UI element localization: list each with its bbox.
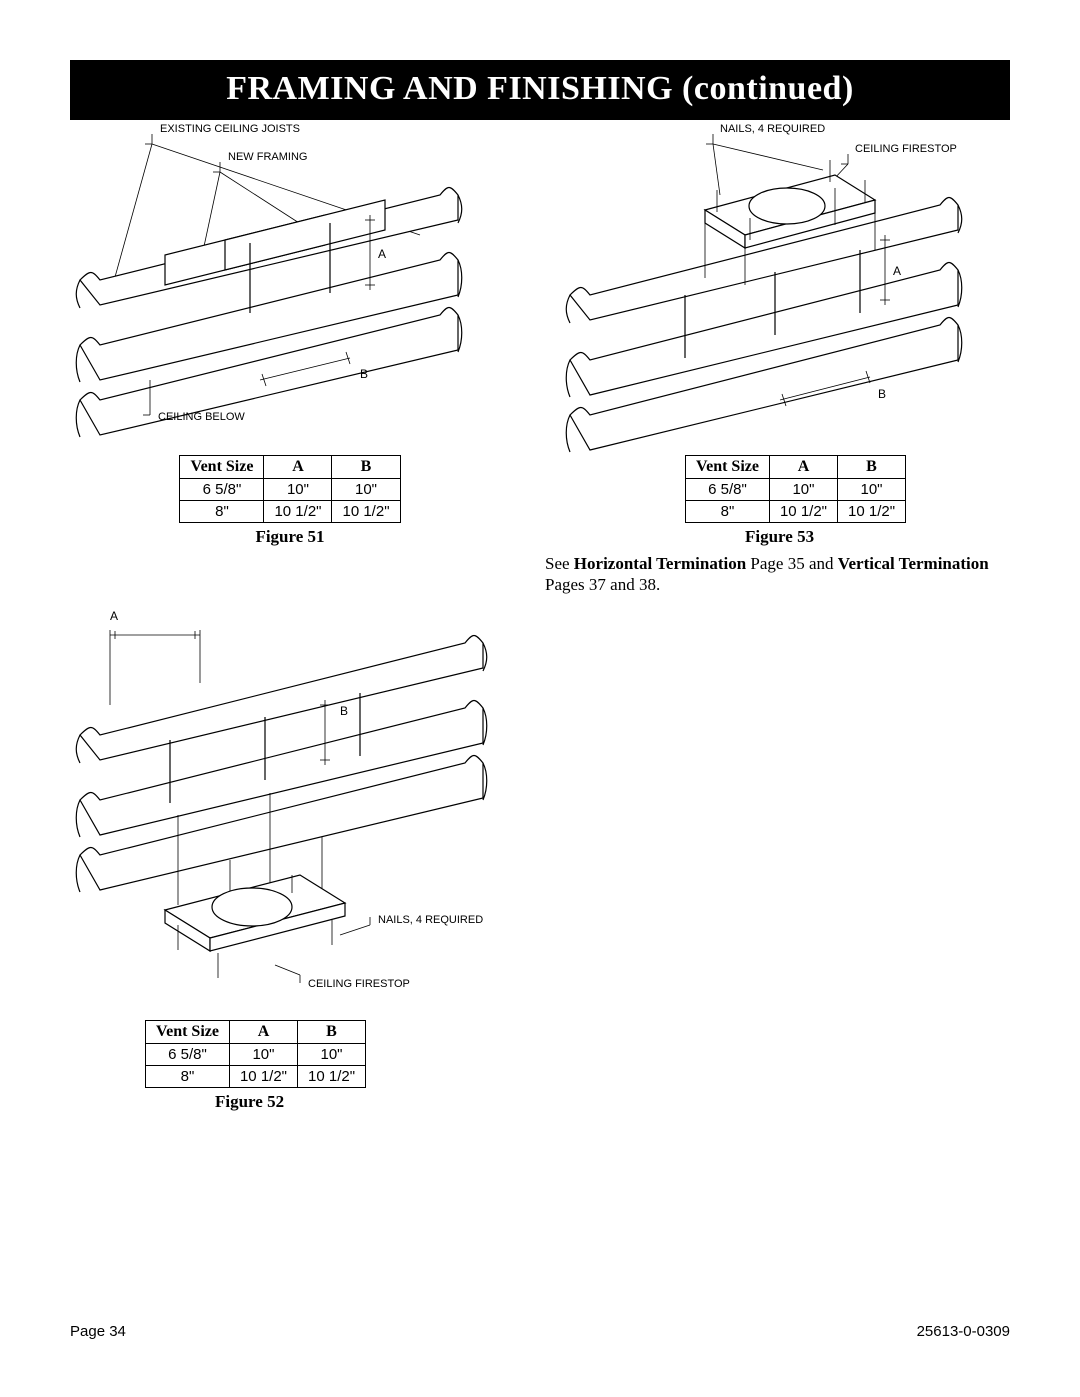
figure-51-caption: Figure 51 <box>70 527 510 547</box>
label-nails-53: NAILS, 4 REQUIRED <box>720 123 825 135</box>
vent-table-53: Vent Size A B 6 5/8" 10" 10" 8" 10 1/2" … <box>685 455 906 523</box>
table-row: 8" 10 1/2" 10 1/2" <box>146 1066 366 1088</box>
label-ceiling-below: CEILING BELOW <box>158 411 245 423</box>
footer-page-number: Page 34 <box>70 1323 126 1340</box>
table-header-row: Vent Size A B <box>180 456 400 479</box>
page-container: FRAMING AND FINISHING (continued) EXISTI… <box>70 60 1010 1340</box>
label-nails-52: NAILS, 4 REQUIRED <box>378 914 483 926</box>
figure-52-caption: Figure 52 <box>70 1092 540 1112</box>
footer-doc-number: 25613-0-0309 <box>917 1323 1010 1340</box>
section-title-bar: FRAMING AND FINISHING (continued) <box>70 60 1010 120</box>
label-firestop-53: CEILING FIRESTOP <box>855 143 957 155</box>
dim-b-51: B <box>360 367 368 381</box>
figure-51-diagram: EXISTING CEILING JOISTS NEW FRAMING <box>70 120 510 455</box>
table-row: 8" 10 1/2" 10 1/2" <box>686 501 906 523</box>
label-firestop-52: CEILING FIRESTOP <box>308 978 410 990</box>
figure-53-block: NAILS, 4 REQUIRED CEILING FIRESTOP <box>545 120 1010 596</box>
figure-52-block: A B <box>70 605 540 1112</box>
vent-table-52: Vent Size A B 6 5/8" 10" 10" 8" 10 1/2" … <box>145 1020 366 1088</box>
col-b: B <box>332 456 400 479</box>
figure-52-diagram: A B <box>70 605 540 1020</box>
dim-b-53: B <box>878 387 886 401</box>
vent-table-51: Vent Size A B 6 5/8" 10" 10" 8" 10 1/2" … <box>179 455 400 523</box>
page-footer: Page 34 25613-0-0309 <box>70 1323 1010 1340</box>
table-header-row: Vent Size A B <box>686 456 906 479</box>
dim-a-51: A <box>378 247 386 261</box>
label-new-framing: NEW FRAMING <box>228 151 307 163</box>
dim-a-53: A <box>893 264 901 278</box>
table-row: 8" 10 1/2" 10 1/2" <box>180 501 400 523</box>
label-existing-joists: EXISTING CEILING JOISTS <box>160 123 300 135</box>
termination-note: See Horizontal Termination Page 35 and V… <box>545 553 1010 596</box>
figure-53-caption: Figure 53 <box>655 527 1010 547</box>
figure-51-block: EXISTING CEILING JOISTS NEW FRAMING <box>70 120 510 547</box>
dim-b-52: B <box>340 704 348 718</box>
table-header-row: Vent Size A B <box>146 1021 366 1044</box>
table-row: 6 5/8" 10" 10" <box>146 1044 366 1066</box>
col-vent-size: Vent Size <box>180 456 264 479</box>
figure-53-diagram: NAILS, 4 REQUIRED CEILING FIRESTOP <box>545 120 1010 455</box>
table-row: 6 5/8" 10" 10" <box>686 479 906 501</box>
table-row: 6 5/8" 10" 10" <box>180 479 400 501</box>
dim-a-52: A <box>110 609 118 623</box>
section-title: FRAMING AND FINISHING (continued) <box>226 70 854 107</box>
col-a: A <box>264 456 332 479</box>
